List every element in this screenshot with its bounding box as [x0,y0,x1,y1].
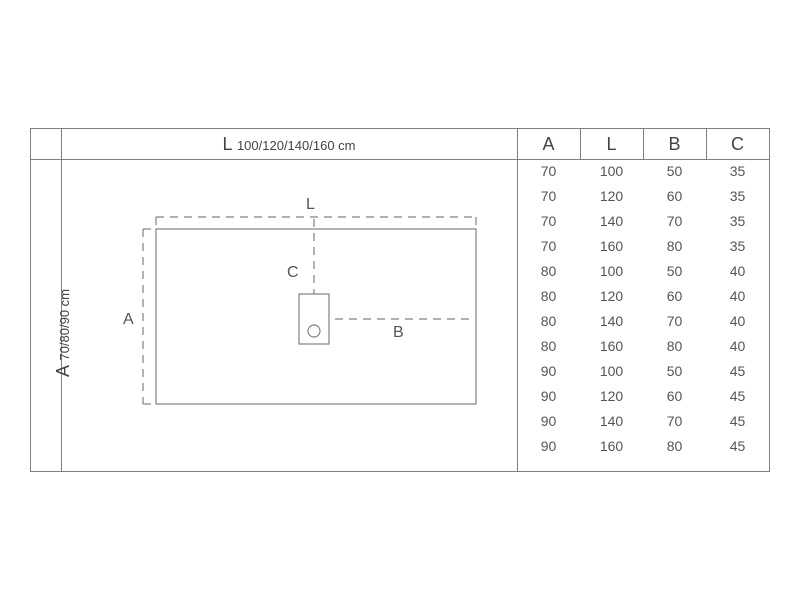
table-cell: 140 [580,309,643,334]
table-row: 701608035 [517,234,769,259]
table-cell: 60 [643,184,706,209]
dimension-table: 7010050357012060357014070357016080358010… [517,159,769,473]
table-cell: 90 [517,434,580,459]
table-cell: 90 [517,409,580,434]
svg-text:A: A [123,311,134,328]
svg-text:B: B [393,324,404,341]
table-cell: 40 [706,309,769,334]
table-cell: 90 [517,384,580,409]
table-cell: 80 [643,434,706,459]
table-row: 901206045 [517,384,769,409]
table-row: 901005045 [517,359,769,384]
table-cell: 80 [643,234,706,259]
table-cell: 70 [643,209,706,234]
table-cell: 80 [517,309,580,334]
table-cell: 90 [517,359,580,384]
table-cell: 50 [643,259,706,284]
diagram-area: L A C B [61,159,517,473]
table-cell: 140 [580,209,643,234]
table-cell: 160 [580,334,643,359]
table-row: 901608045 [517,434,769,459]
table-cell: 80 [643,334,706,359]
header-col-L: L [580,129,643,159]
header-L: L 100/120/140/160 cm [61,129,517,159]
table-cell: 120 [580,284,643,309]
table-cell: 60 [643,384,706,409]
table-row: 701407035 [517,209,769,234]
header-L-small: 100/120/140/160 cm [237,138,356,153]
table-cell: 140 [580,409,643,434]
table-cell: 120 [580,384,643,409]
table-cell: 40 [706,259,769,284]
side-label-col: A 70/80/90 cm [31,159,61,473]
table-cell: 50 [643,159,706,184]
table-cell: 40 [706,284,769,309]
table-cell: 100 [580,259,643,284]
table-cell: 40 [706,334,769,359]
table-cell: 100 [580,159,643,184]
spec-frame: L 100/120/140/160 cm A L B C A 70/80/90 … [30,128,770,472]
table-row: 801206040 [517,284,769,309]
table-cell: 70 [517,159,580,184]
table-cell: 35 [706,159,769,184]
table-cell: 160 [580,434,643,459]
table-cell: 45 [706,434,769,459]
table-cell: 70 [517,209,580,234]
header-empty [31,129,61,159]
table-row: 801005040 [517,259,769,284]
table-row: 801608040 [517,334,769,359]
dimension-diagram: L A C B [61,159,517,473]
table-cell: 45 [706,384,769,409]
svg-text:L: L [306,196,315,213]
table-cell: 60 [643,284,706,309]
table-row: 901407045 [517,409,769,434]
table-cell: 120 [580,184,643,209]
table-cell: 70 [517,234,580,259]
table-row: 701005035 [517,159,769,184]
table-cell: 160 [580,234,643,259]
table-cell: 70 [643,309,706,334]
table-cell: 80 [517,259,580,284]
table-cell: 80 [517,334,580,359]
header-L-big: L [222,134,232,154]
header-col-C: C [706,129,769,159]
table-cell: 70 [643,409,706,434]
table-row: 701206035 [517,184,769,209]
header-col-A: A [517,129,580,159]
table-cell: 80 [517,284,580,309]
table-cell: 35 [706,234,769,259]
header-col-B: B [643,129,706,159]
table-cell: 35 [706,184,769,209]
table-cell: 35 [706,209,769,234]
table-cell: 45 [706,359,769,384]
table-cell: 50 [643,359,706,384]
table-cell: 45 [706,409,769,434]
table-cell: 70 [517,184,580,209]
svg-text:C: C [287,264,299,281]
table-cell: 100 [580,359,643,384]
table-row: 801407040 [517,309,769,334]
